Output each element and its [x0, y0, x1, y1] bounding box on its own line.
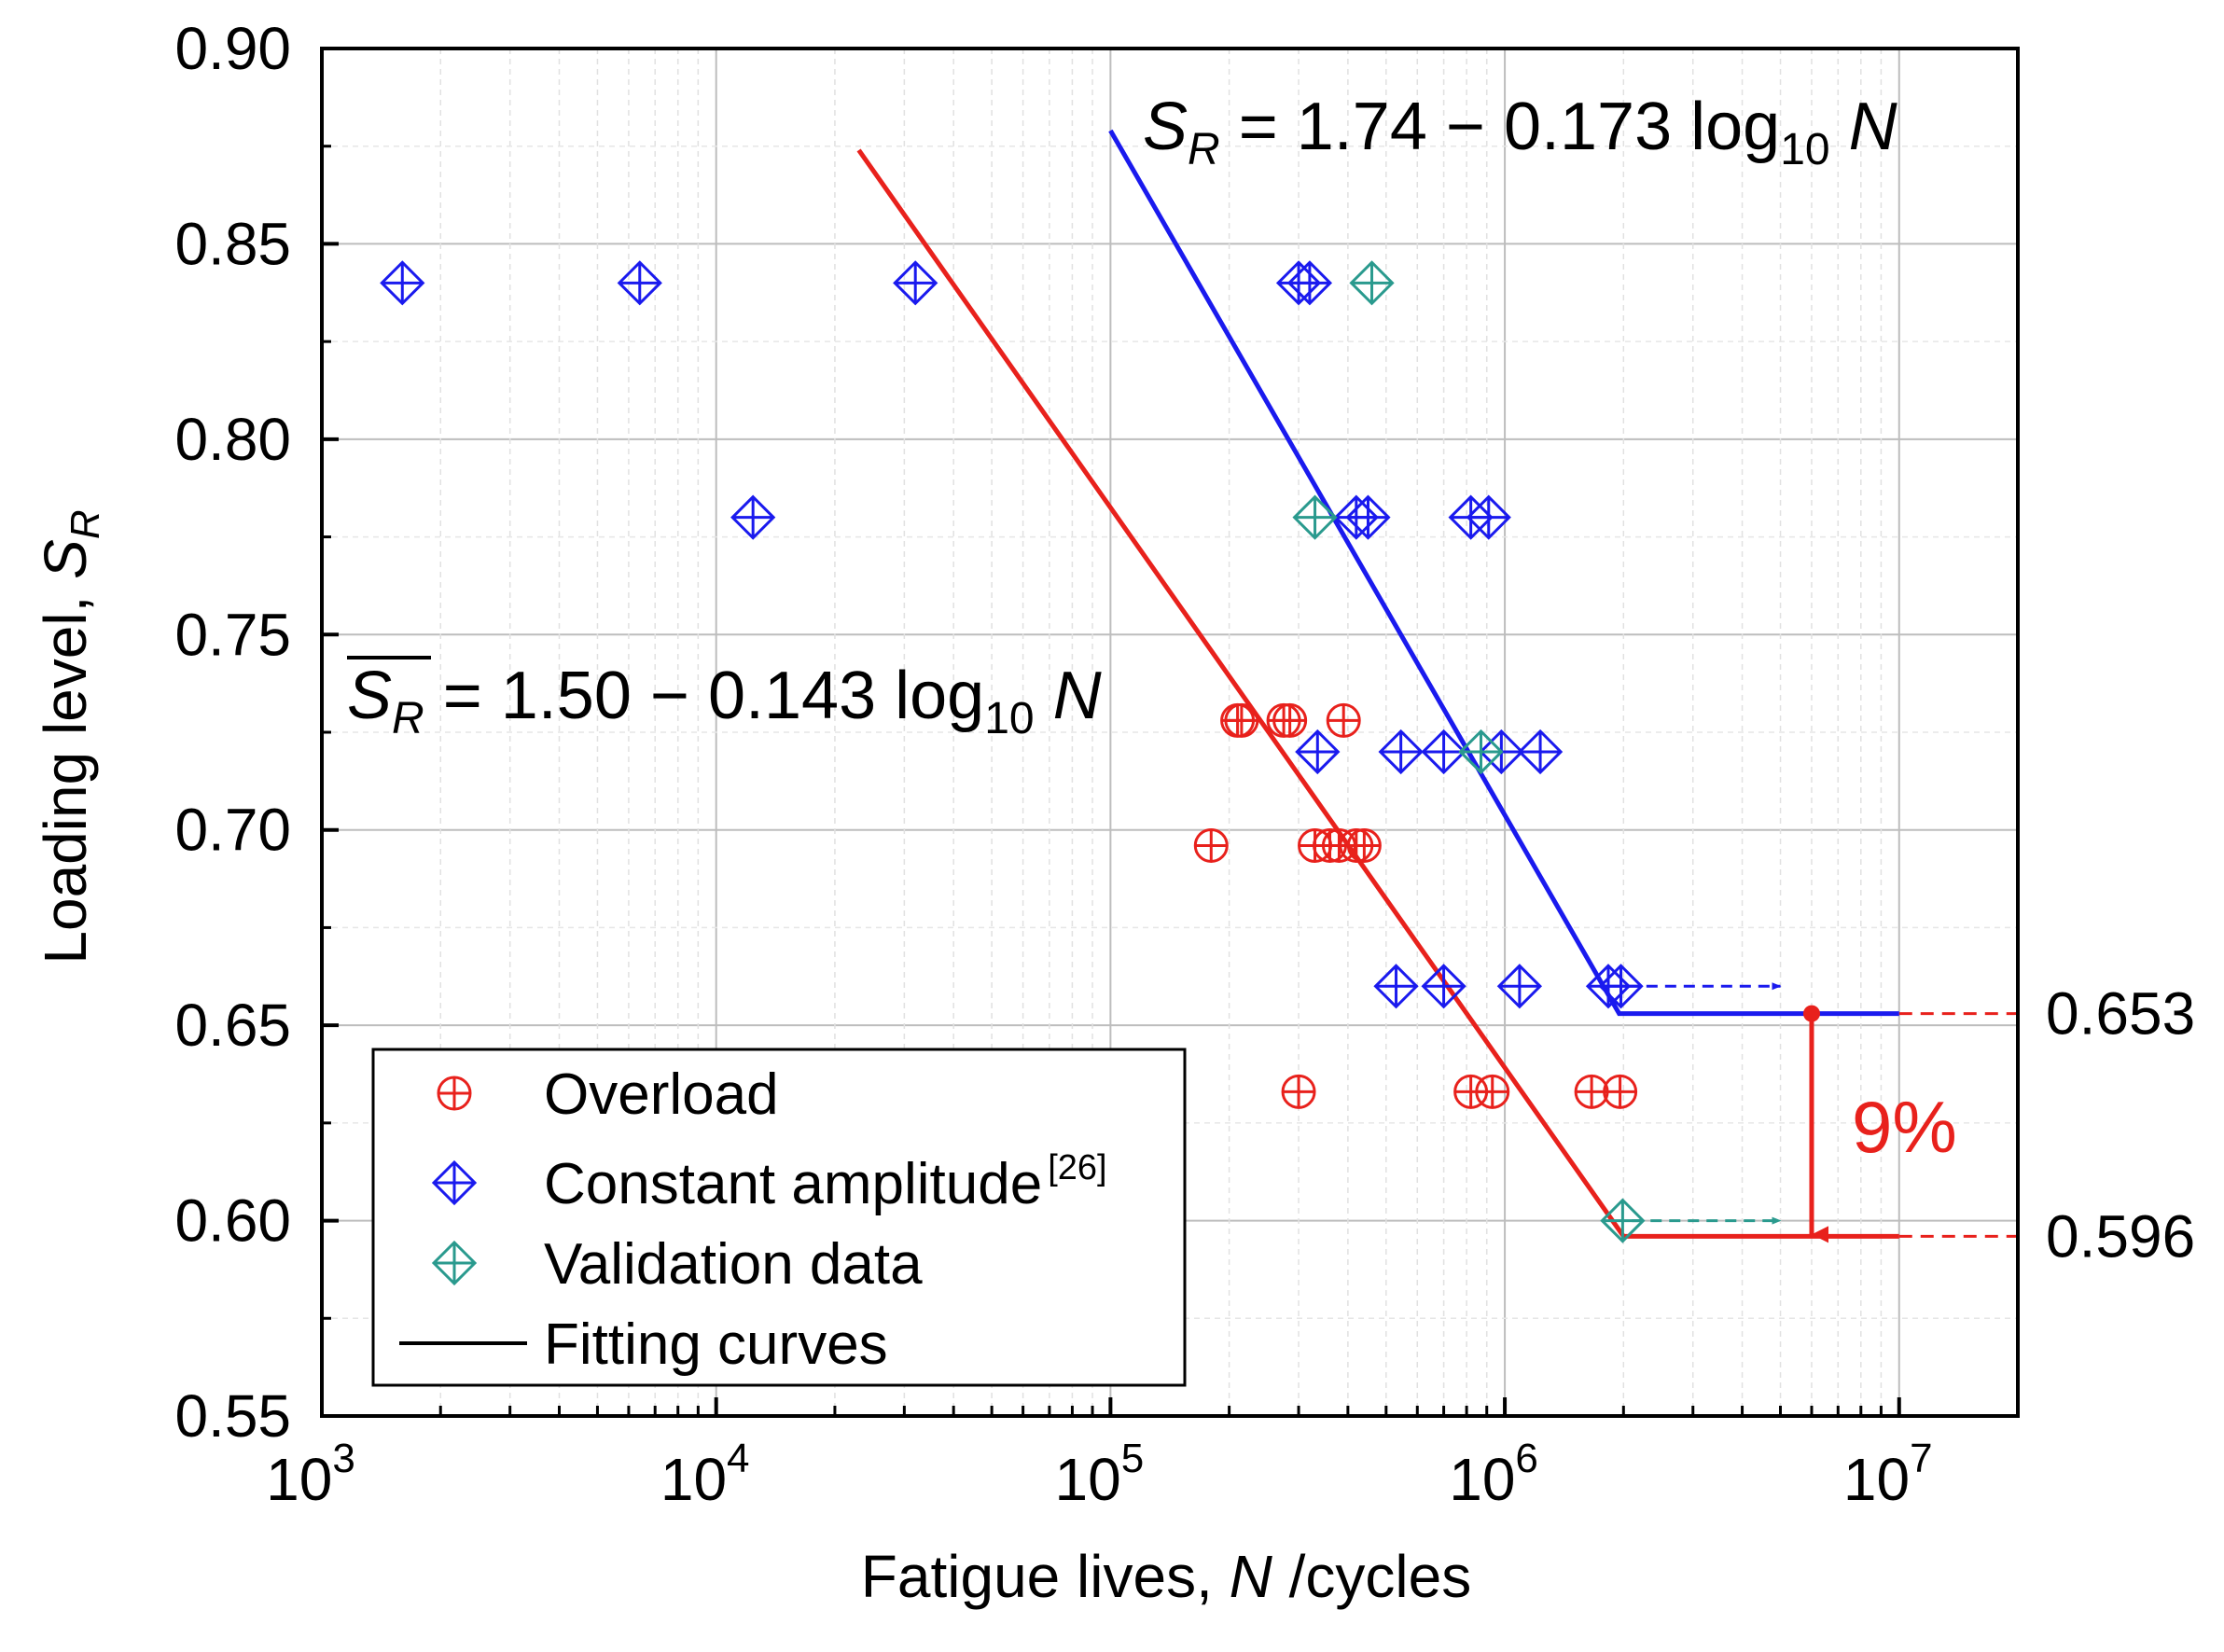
data-point-overload — [1574, 1074, 1609, 1109]
equation-constant-amplitude: SR = 1.74 − 0.173 log10 N — [1143, 90, 1898, 174]
x-tick-label: 103 — [266, 1436, 355, 1513]
data-point-constant-amplitude — [1421, 964, 1466, 1009]
x-tick-label: 105 — [1055, 1436, 1145, 1513]
axis-ticks — [320, 47, 2020, 1418]
data-point-constant-amplitude — [893, 260, 938, 306]
runout-arrows — [1627, 982, 1782, 1225]
data-point-constant-amplitude — [380, 260, 425, 306]
data-point-constant-amplitude — [1378, 729, 1424, 775]
legend-marker-swatch — [431, 1240, 478, 1286]
legend-entry-overload: Overload — [437, 1062, 779, 1127]
y-tick-label: 0.80 — [174, 406, 291, 473]
data-point-validation-data — [1458, 729, 1504, 775]
data-point-constant-amplitude — [1295, 729, 1341, 775]
gap-arrow-start — [1802, 1005, 1820, 1022]
data-point-constant-amplitude — [1517, 729, 1564, 775]
legend-entry-fitting-curves: Fitting curves — [399, 1312, 888, 1377]
data-points — [380, 260, 1646, 1243]
data-point-overload — [1326, 702, 1361, 738]
data-point-overload — [1193, 827, 1229, 863]
y-tick-label: 0.75 — [174, 601, 291, 668]
y-tick-label: 0.90 — [174, 15, 291, 82]
x-axis-title: Fatigue lives, N /cycles — [861, 1543, 1471, 1610]
data-point-overload — [1272, 702, 1308, 738]
x-tick-label: 104 — [660, 1436, 750, 1513]
legend-label: Validation data — [544, 1232, 923, 1297]
level-label-lower: 0.596 — [2046, 1202, 2195, 1270]
data-point-validation-data — [1349, 260, 1395, 306]
data-point-overload — [1346, 827, 1382, 863]
data-point-constant-amplitude — [1598, 964, 1644, 1009]
data-point-validation-data — [1600, 1198, 1646, 1243]
y-tick-label: 0.70 — [174, 797, 291, 864]
data-point-constant-amplitude — [1496, 964, 1543, 1009]
legend-label: Fitting curves — [544, 1312, 888, 1377]
data-point-constant-amplitude — [1421, 729, 1466, 775]
x-tick-labels: 103 104 105 106 107 — [266, 1436, 1932, 1513]
equation-overload-group: SR = 1.50 − 0.143 log10 N — [347, 656, 1103, 743]
legend-box — [371, 1048, 1187, 1387]
data-point-overload — [1475, 1074, 1510, 1109]
legend-label: Constant amplitude [26] — [544, 1148, 1107, 1216]
data-point-constant-amplitude — [617, 260, 662, 306]
data-point-overload — [1603, 1074, 1638, 1109]
legend-label: Overload — [544, 1062, 779, 1127]
legend-entry-validation-data: Validation data — [431, 1232, 923, 1297]
gap-label: 9% — [1852, 1086, 1957, 1168]
data-point-overload — [1281, 1074, 1316, 1109]
legend-entry-constant-amplitude: Constant amplitude [26] — [431, 1148, 1107, 1216]
x-tick-label: 107 — [1843, 1436, 1933, 1513]
equation-overload: SR = 1.50 − 0.143 log10 N — [347, 659, 1103, 743]
data-point-constant-amplitude — [1345, 494, 1391, 540]
data-point-constant-amplitude — [730, 494, 776, 540]
y-tick-label: 0.60 — [174, 1187, 291, 1255]
data-point-constant-amplitude — [1466, 494, 1511, 540]
y-tick-labels: 0.55 0.60 0.65 0.70 0.75 0.80 0.85 0.90 — [174, 15, 291, 1450]
y-tick-label: 0.85 — [174, 210, 291, 277]
y-tick-label: 0.65 — [174, 992, 291, 1059]
legend-marker-swatch — [437, 1076, 472, 1111]
y-tick-label: 0.55 — [174, 1382, 291, 1450]
data-point-overload — [1224, 702, 1259, 738]
y-axis-title: Loading level, SR — [32, 509, 108, 964]
legend: Overload Constant amplitude [26] Validation… — [371, 1048, 1187, 1387]
data-point-constant-amplitude — [1373, 964, 1419, 1009]
level-label-upper: 0.653 — [2046, 980, 2195, 1048]
data-point-validation-data — [1292, 494, 1338, 540]
data-point-constant-amplitude — [1286, 260, 1333, 306]
x-tick-label: 106 — [1449, 1436, 1538, 1513]
legend-marker-swatch — [431, 1159, 478, 1206]
